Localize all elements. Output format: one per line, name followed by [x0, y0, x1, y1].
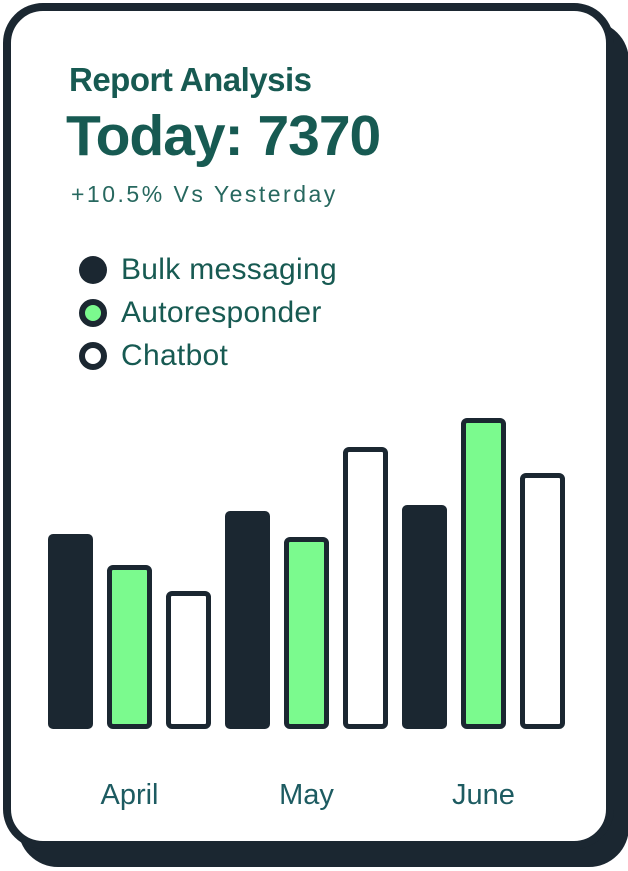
bar-chatbot-may — [343, 447, 388, 729]
legend-label: Chatbot — [121, 339, 229, 372]
bar-bulk-messaging-may — [225, 511, 270, 729]
autoresponder-swatch-icon — [79, 299, 107, 327]
x-axis-label-april: April — [100, 779, 159, 811]
bulk-messaging-swatch-icon — [79, 256, 107, 284]
bar-chart — [48, 414, 565, 729]
bar-group-june — [402, 414, 565, 729]
bar-autoresponder-may — [284, 537, 329, 729]
legend-item-autoresponder: Autoresponder — [79, 296, 337, 330]
legend-item-bulk-messaging: Bulk messaging — [79, 253, 337, 287]
legend-label: Bulk messaging — [121, 253, 337, 286]
chatbot-swatch-icon — [79, 342, 107, 370]
chart-legend: Bulk messaging Autoresponder Chatbot — [79, 253, 337, 382]
bar-chatbot-april — [166, 591, 211, 729]
report-card: Report Analysis Today: 7370 +10.5% Vs Ye… — [3, 3, 614, 849]
vs-yesterday-subtitle: +10.5% Vs Yesterday — [71, 181, 338, 207]
bar-autoresponder-june — [461, 418, 506, 729]
bar-chatbot-june — [520, 473, 565, 729]
bar-group-may — [225, 414, 388, 729]
x-axis-label-may: May — [279, 779, 334, 811]
today-headline: Today: 7370 — [66, 104, 381, 168]
legend-item-chatbot: Chatbot — [79, 339, 337, 373]
bar-bulk-messaging-june — [402, 505, 447, 729]
bar-bulk-messaging-april — [48, 534, 93, 729]
legend-label: Autoresponder — [121, 296, 322, 329]
bar-autoresponder-april — [107, 565, 152, 729]
bar-group-april — [48, 414, 211, 729]
x-axis-label-june: June — [452, 779, 515, 811]
card-title: Report Analysis — [69, 61, 312, 98]
x-axis-labels: April May June — [48, 779, 565, 812]
